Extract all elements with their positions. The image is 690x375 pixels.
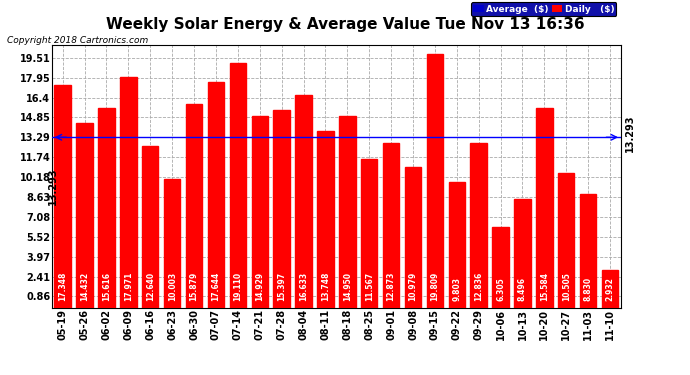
Bar	[493, 227, 509, 308]
Text: 17.644: 17.644	[211, 272, 221, 301]
Text: 12.873: 12.873	[386, 272, 395, 301]
Text: 10.003: 10.003	[168, 272, 177, 301]
Bar	[142, 146, 159, 308]
Text: 13.293: 13.293	[624, 115, 634, 152]
Text: 12.640: 12.640	[146, 272, 155, 301]
Bar	[230, 63, 246, 308]
Text: Copyright 2018 Cartronics.com: Copyright 2018 Cartronics.com	[7, 36, 148, 45]
Text: 8.830: 8.830	[584, 277, 593, 301]
Text: 19.809: 19.809	[431, 272, 440, 301]
Text: 13.293: 13.293	[48, 168, 58, 206]
Bar	[558, 173, 575, 308]
Text: 2.932: 2.932	[606, 277, 615, 301]
Legend: Average  ($), Daily   ($): Average ($), Daily ($)	[471, 2, 616, 16]
Text: 9.803: 9.803	[452, 277, 462, 301]
Text: 12.836: 12.836	[474, 272, 483, 301]
Bar	[164, 179, 180, 308]
Text: 10.505: 10.505	[562, 272, 571, 301]
Text: 14.929: 14.929	[255, 272, 264, 301]
Bar	[252, 116, 268, 308]
Text: 10.979: 10.979	[408, 272, 417, 301]
Bar	[55, 86, 71, 308]
Bar	[295, 94, 312, 308]
Bar	[361, 159, 377, 308]
Bar	[448, 182, 465, 308]
Bar	[471, 143, 487, 308]
Bar	[186, 104, 202, 308]
Text: 15.879: 15.879	[190, 272, 199, 301]
Text: 14.950: 14.950	[343, 272, 352, 301]
Text: 17.348: 17.348	[58, 272, 67, 301]
Bar	[426, 54, 443, 307]
Text: 19.110: 19.110	[233, 272, 242, 301]
Bar	[98, 108, 115, 307]
Bar	[536, 108, 553, 308]
Text: 15.397: 15.397	[277, 272, 286, 301]
Bar	[580, 194, 596, 308]
Text: 13.748: 13.748	[321, 272, 330, 301]
Bar	[514, 199, 531, 308]
Bar	[339, 116, 355, 308]
Bar	[208, 82, 224, 308]
Bar	[317, 132, 334, 308]
Text: 14.432: 14.432	[80, 272, 89, 301]
Bar	[602, 270, 618, 308]
Text: 11.567: 11.567	[365, 272, 374, 301]
Text: 15.616: 15.616	[102, 272, 111, 301]
Bar	[383, 142, 400, 308]
Text: 16.633: 16.633	[299, 272, 308, 301]
Text: Weekly Solar Energy & Average Value Tue Nov 13 16:36: Weekly Solar Energy & Average Value Tue …	[106, 17, 584, 32]
Text: 15.584: 15.584	[540, 272, 549, 301]
Text: 17.971: 17.971	[124, 272, 133, 301]
Bar	[120, 77, 137, 308]
Text: 6.305: 6.305	[496, 278, 505, 301]
Bar	[77, 123, 92, 308]
Bar	[273, 110, 290, 308]
Text: 8.496: 8.496	[518, 277, 527, 301]
Bar	[405, 167, 421, 308]
